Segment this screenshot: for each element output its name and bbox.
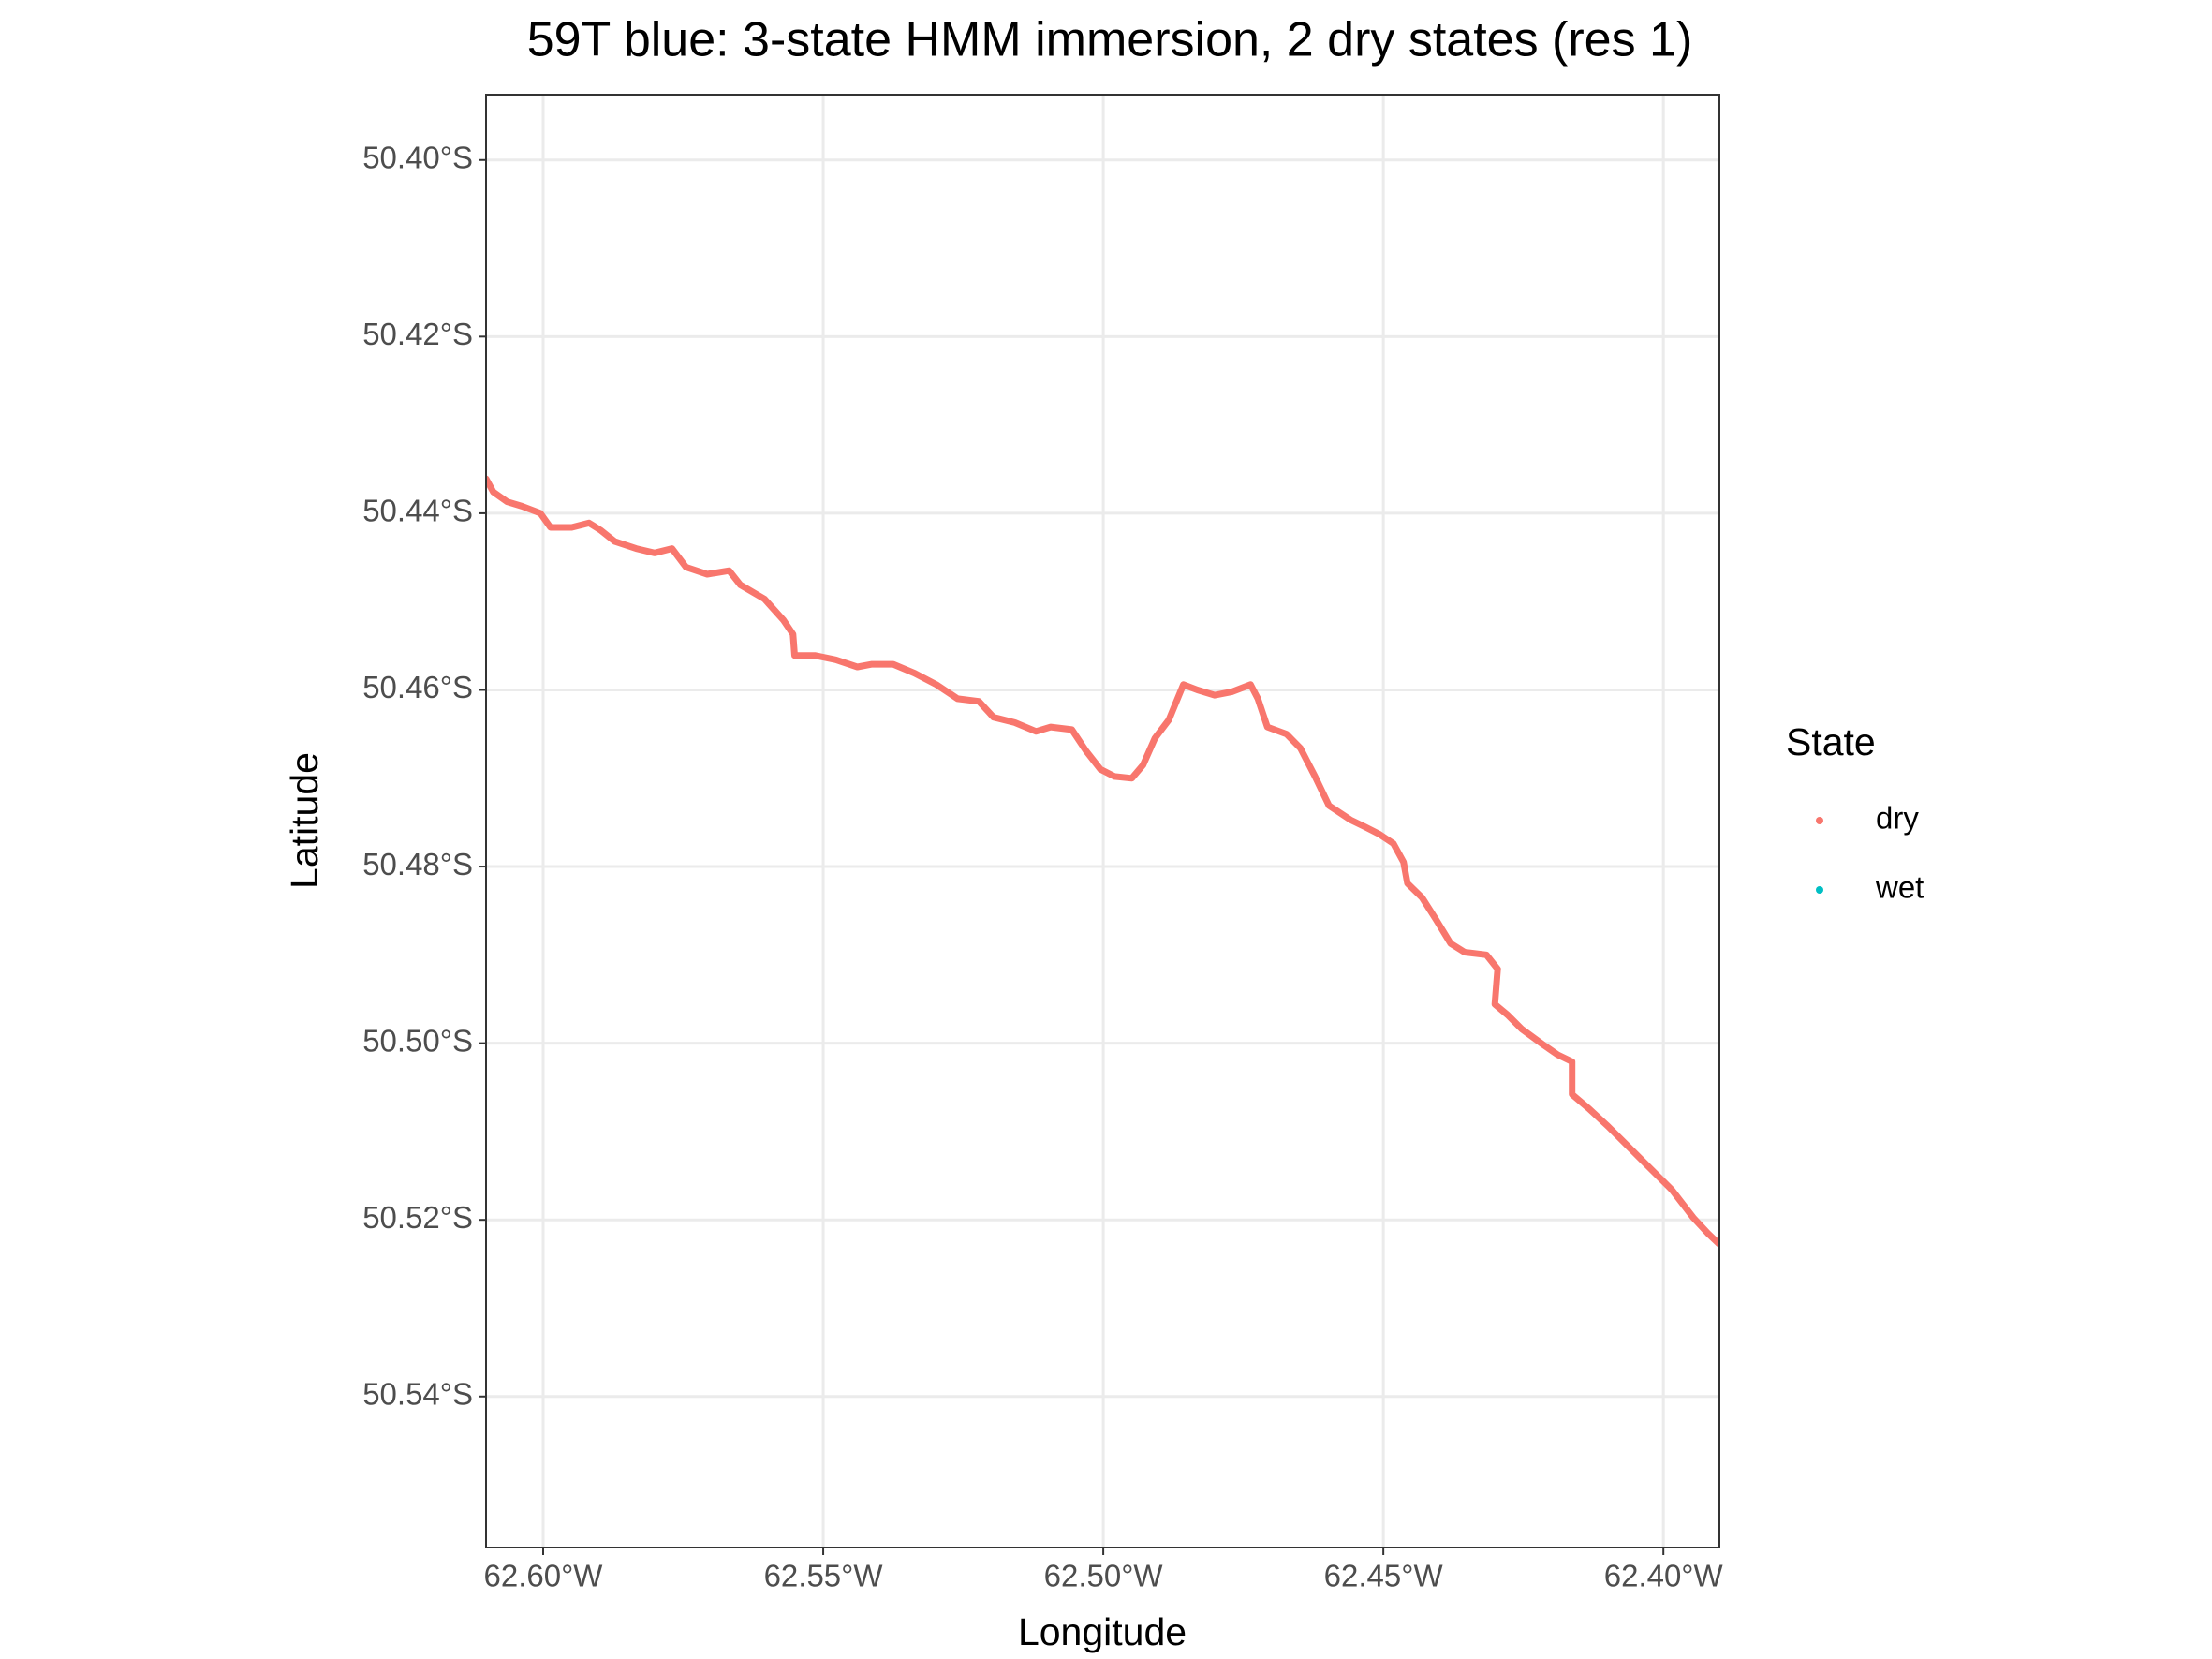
legend-label: dry xyxy=(1876,801,1919,836)
x-axis-title: Longitude xyxy=(1018,1610,1187,1653)
y-axis-title: Latitude xyxy=(283,752,326,889)
y-tick-label: 50.50°S xyxy=(362,1023,473,1058)
x-tick-label: 62.50°W xyxy=(1044,1559,1164,1593)
panel-border xyxy=(485,94,1720,1548)
legend-key xyxy=(1816,817,1823,824)
legend-title: State xyxy=(1786,720,1876,763)
y-tick-label: 50.44°S xyxy=(362,494,473,528)
x-tick-label: 62.45°W xyxy=(1324,1559,1444,1593)
y-tick-label: 50.52°S xyxy=(362,1200,473,1235)
track-line xyxy=(486,475,1719,1248)
x-tick-label: 62.40°W xyxy=(1604,1559,1724,1593)
y-tick-label: 50.48°S xyxy=(362,847,473,881)
y-tick-label: 50.54°S xyxy=(362,1376,473,1411)
chart-title: 59T blue: 3-state HMM immersion, 2 dry s… xyxy=(527,13,1693,67)
y-tick-label: 50.42°S xyxy=(362,317,473,351)
x-tick-label: 62.60°W xyxy=(484,1559,604,1593)
y-tick-label: 50.46°S xyxy=(362,670,473,704)
legend-key xyxy=(1816,886,1823,894)
legend-label: wet xyxy=(1875,870,1924,905)
y-tick-label: 50.40°S xyxy=(362,140,473,174)
x-tick-label: 62.55°W xyxy=(764,1559,884,1593)
